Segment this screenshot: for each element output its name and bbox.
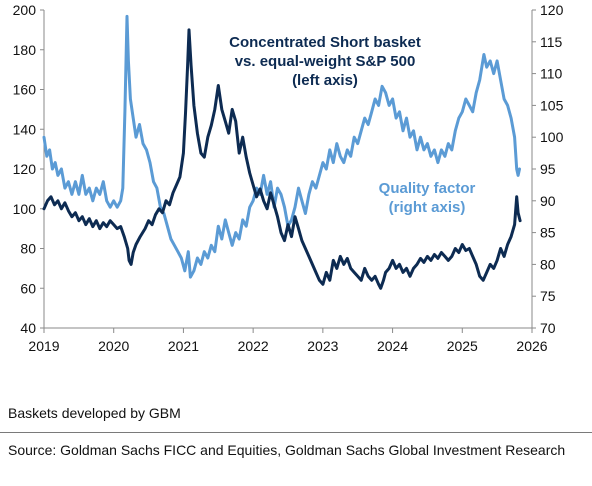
- divider: [0, 432, 592, 433]
- footnote: Baskets developed by GBM: [8, 405, 181, 421]
- right-tick-label: 120: [540, 2, 564, 18]
- x-tick-label: 2019: [28, 338, 59, 354]
- series-lines: [42, 14, 522, 290]
- left-tick-label: 140: [13, 121, 37, 137]
- x-tick-label: 2021: [168, 338, 199, 354]
- right-tick-label: 105: [540, 97, 564, 113]
- right-tick-label: 95: [540, 161, 556, 177]
- source-note: Source: Goldman Sachs FICC and Equities,…: [8, 442, 566, 458]
- right-tick-label: 90: [540, 193, 556, 209]
- left-tick-label: 80: [20, 241, 36, 257]
- x-tick-label: 2026: [516, 338, 547, 354]
- concentrated-short-basket-line: [42, 28, 522, 290]
- annotations: Concentrated Short basket vs. equal-weigh…: [229, 34, 475, 216]
- left-tick-label: 200: [13, 2, 37, 18]
- left-tick-label: 100: [13, 201, 37, 217]
- right-tick-label: 115: [540, 34, 563, 50]
- x-tick-label: 2022: [238, 338, 269, 354]
- right-tick-label: 70: [540, 320, 556, 336]
- x-tick-label: 2020: [98, 338, 129, 354]
- right-tick-label: 110: [540, 66, 563, 82]
- quality-factor-line: [42, 14, 521, 279]
- x-tick-label: 2023: [307, 338, 338, 354]
- right-tick-label: 85: [540, 225, 556, 241]
- left-tick-label: 180: [13, 42, 37, 58]
- right-tick-label: 80: [540, 256, 556, 272]
- x-tick-label: 2025: [447, 338, 478, 354]
- annotation-quality-factor: (right axis): [389, 199, 466, 216]
- annotation-short-basket: (left axis): [292, 72, 358, 89]
- x-tick-label: 2024: [377, 338, 408, 354]
- left-tick-label: 40: [20, 320, 36, 336]
- right-tick-label: 100: [540, 129, 564, 145]
- left-tick-label: 120: [13, 161, 37, 177]
- left-tick-label: 160: [13, 82, 37, 98]
- right-tick-label: 75: [540, 288, 556, 304]
- annotation-short-basket: vs. equal-weight S&P 500: [235, 53, 416, 70]
- annotation-short-basket: Concentrated Short basket: [229, 34, 421, 51]
- axes: 40 60 80 100 120 140 160 180 200 70 75 80 85 90 95 100 1…: [13, 2, 564, 354]
- dual-axis-line-chart: 40 60 80 100 120 140 160 180 200 70 75 80 85 90 95 100 1…: [13, 2, 564, 354]
- left-tick-label: 60: [20, 280, 36, 296]
- annotation-quality-factor: Quality factor: [379, 180, 476, 197]
